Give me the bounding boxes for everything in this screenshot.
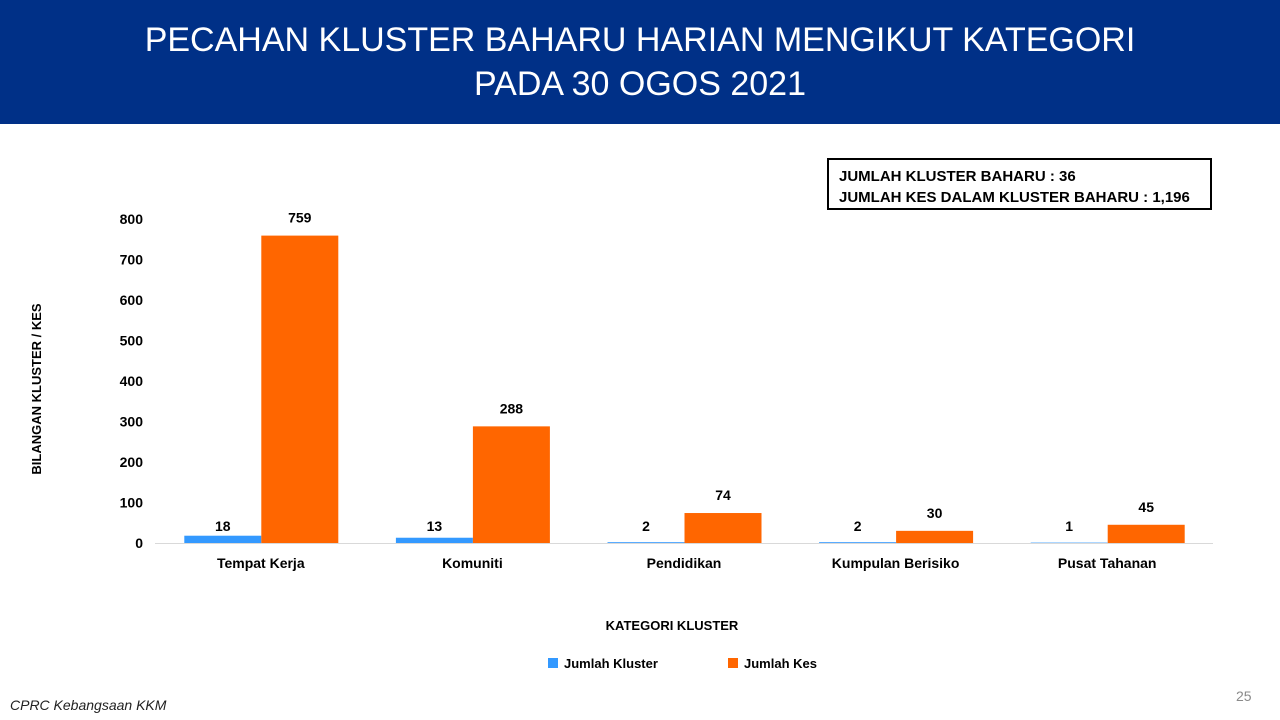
bar-jumlah-kluster [184,535,262,543]
bar-jumlah-kluster [607,542,685,543]
summary-total-cases: JUMLAH KES DALAM KLUSTER BAHARU : 1,196 [839,189,1190,206]
summary-total-clusters: JUMLAH KLUSTER BAHARU : 36 [839,168,1076,185]
bar-jumlah-kes [472,426,550,543]
y-tick-label: 800 [120,211,144,227]
legend-label: Jumlah Kes [744,656,817,671]
source-credit: CPRC Kebangsaan KKM [10,697,167,713]
data-label: 13 [427,518,443,534]
bar-jumlah-kes [684,513,762,543]
legend-swatch [548,658,558,668]
y-tick-label: 100 [120,495,144,511]
title-line-2: PADA 30 OGOS 2021 [474,65,806,103]
x-tick-label: Kumpulan Berisiko [832,555,960,571]
x-tick-label: Tempat Kerja [217,555,305,571]
data-label: 18 [215,518,231,534]
data-label: 2 [854,518,862,534]
bar-jumlah-kluster [819,542,897,543]
y-tick-label: 700 [120,252,144,268]
data-label: 759 [288,210,312,226]
data-label: 30 [927,505,943,521]
title-line-1: PECAHAN KLUSTER BAHARU HARIAN MENGIKUT K… [144,21,1136,59]
data-label: 288 [500,400,524,416]
x-tick-label: Pusat Tahanan [1058,555,1157,571]
y-tick-label: 0 [135,535,143,551]
y-tick-label: 600 [120,292,144,308]
legend-label: Jumlah Kluster [564,656,658,671]
bar-jumlah-kluster [395,537,473,543]
data-label: 74 [715,487,731,503]
x-tick-label: Komuniti [442,555,503,571]
y-tick-label: 400 [120,373,144,389]
y-axis-title: BILANGAN KLUSTER / KES [29,303,44,475]
y-tick-label: 500 [120,333,144,349]
title-banner: PECAHAN KLUSTER BAHARU HARIAN MENGIKUT K… [0,0,1280,124]
bar-jumlah-kes [261,235,339,544]
data-label: 1 [1065,518,1073,534]
y-tick-label: 300 [120,414,144,430]
bar-jumlah-kes [1107,524,1185,543]
y-tick-label: 200 [120,454,144,470]
data-label: 2 [642,518,650,534]
page-number: 25 [1236,688,1252,704]
summary-box: JUMLAH KLUSTER BAHARU : 36 JUMLAH KES DA… [827,158,1212,210]
legend-swatch [728,658,738,668]
bar-jumlah-kes [896,530,974,543]
x-axis-title: KATEGORI KLUSTER [606,618,739,633]
data-label: 45 [1138,499,1154,515]
x-tick-label: Pendidikan [647,555,722,571]
